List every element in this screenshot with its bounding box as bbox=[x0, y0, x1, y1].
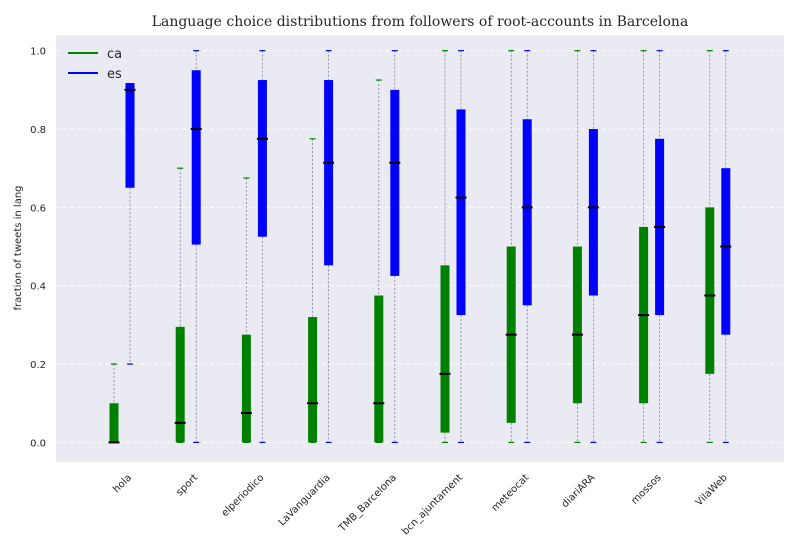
box-es bbox=[389, 50, 401, 444]
y-tick-label: 0.2 bbox=[30, 360, 46, 371]
chart-title: Language choice distributions from follo… bbox=[152, 14, 689, 30]
box-body bbox=[522, 119, 532, 306]
box-es bbox=[587, 50, 599, 444]
x-tick-label: elperiodico bbox=[220, 472, 267, 519]
box-body bbox=[308, 317, 318, 443]
box-body bbox=[588, 129, 598, 296]
box-ca bbox=[307, 138, 319, 444]
legend-box bbox=[62, 41, 138, 83]
box-body bbox=[705, 207, 715, 374]
x-tick-label: meteocat bbox=[490, 472, 532, 514]
legend-label-es: es bbox=[107, 67, 122, 82]
box-body bbox=[175, 326, 185, 443]
box-ca bbox=[638, 50, 650, 444]
y-tick-label: 0.4 bbox=[30, 282, 46, 293]
box-body bbox=[257, 80, 267, 237]
x-tick-label: hola bbox=[111, 472, 134, 495]
x-axis-ticks: hola sport elperiodico LaVanguardia TMB_Barc… bbox=[111, 472, 730, 537]
box-es bbox=[521, 50, 533, 444]
box-ca bbox=[373, 79, 385, 444]
box-body bbox=[721, 168, 731, 335]
box-body bbox=[440, 265, 450, 433]
y-tick-label: 0.8 bbox=[30, 125, 46, 136]
y-axis-label: fraction of tweets in lang bbox=[13, 185, 24, 310]
box-body bbox=[390, 89, 400, 276]
legend: ca es bbox=[62, 41, 138, 83]
y-tick-label: 1.0 bbox=[30, 47, 46, 58]
x-tick-label: diariARA bbox=[560, 472, 598, 510]
box-ca bbox=[108, 363, 120, 444]
box-series bbox=[108, 50, 732, 444]
y-tick-label: 0.0 bbox=[30, 438, 46, 449]
x-tick-label: bcn_ajuntament bbox=[400, 472, 465, 537]
legend-label-ca: ca bbox=[107, 47, 122, 62]
plot-area bbox=[56, 35, 784, 462]
box-ca bbox=[174, 167, 186, 444]
y-axis-ticks: 0.0 0.2 0.4 0.6 0.8 1.0 bbox=[30, 47, 46, 450]
box-body bbox=[374, 295, 384, 443]
box-ca bbox=[505, 50, 517, 444]
box-body bbox=[125, 60, 135, 188]
box-ca bbox=[240, 177, 252, 444]
box-ca bbox=[571, 50, 583, 444]
x-tick-label: sport bbox=[174, 472, 200, 498]
box-es bbox=[190, 50, 202, 444]
box-es bbox=[455, 50, 467, 444]
box-body bbox=[241, 334, 251, 443]
box-body bbox=[109, 403, 119, 443]
box-body bbox=[191, 70, 201, 245]
box-body bbox=[572, 246, 582, 404]
box-ca bbox=[704, 50, 716, 444]
y-tick-label: 0.6 bbox=[30, 203, 46, 214]
x-tick-label: mossos bbox=[629, 472, 663, 506]
box-es bbox=[256, 50, 268, 444]
box-es bbox=[323, 50, 335, 444]
box-es bbox=[654, 50, 666, 444]
box-body bbox=[324, 80, 334, 266]
box-es bbox=[720, 50, 732, 444]
box-body bbox=[456, 109, 466, 316]
x-tick-label: VilaWeb bbox=[694, 472, 730, 508]
x-tick-label: LaVanguardia bbox=[277, 472, 333, 528]
x-tick-label: TMB_Barcelona bbox=[336, 472, 399, 535]
box-ca bbox=[439, 50, 451, 444]
